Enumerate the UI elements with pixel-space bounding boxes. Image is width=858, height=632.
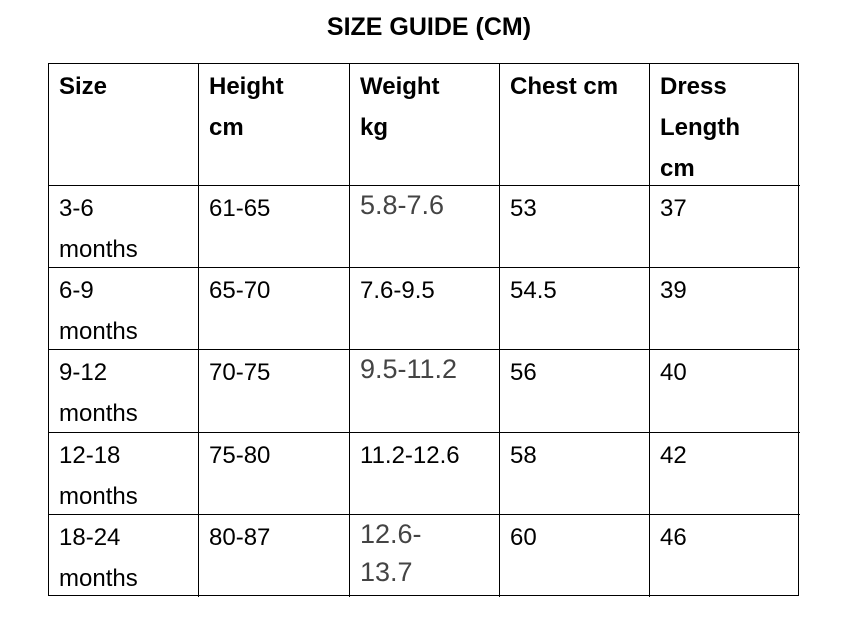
table-cell: 5.8-7.6 xyxy=(350,186,500,268)
table-cell: 7.6-9.5 xyxy=(350,268,500,350)
table-cell: 75-80 xyxy=(199,433,350,515)
header-cell: Weight kg xyxy=(350,64,500,186)
table-cell: 46 xyxy=(660,524,687,551)
table-cell: 39 xyxy=(650,268,800,350)
table-cell: 80-87 xyxy=(199,515,350,597)
table-cell: 42 xyxy=(650,433,800,515)
table-cell: 60 xyxy=(500,515,650,597)
table-cell: 37 xyxy=(650,186,800,268)
table-cell: 12.6- 13.7 xyxy=(350,515,500,597)
table-cell: 70-75 xyxy=(199,350,350,433)
title: SIZE GUIDE (CM) xyxy=(326,13,532,41)
table-cell: 40 xyxy=(650,350,800,433)
header-cell: Dress Length cm xyxy=(650,64,800,186)
table-cell: 11.2-12.6 xyxy=(350,433,500,515)
table-cell: 3-6 months xyxy=(49,186,199,268)
size-table: Size Height cm Weight kg Chest cm Dress Leng… xyxy=(48,63,800,597)
table-cell: 9.5-11.2 xyxy=(350,350,500,433)
table-cell: 54.5 xyxy=(500,268,650,350)
table-cell: 61-65 xyxy=(199,186,350,268)
header-cell: Chest cm xyxy=(500,64,650,186)
table-cell: 65-70 xyxy=(199,268,350,350)
header-cell: Height cm xyxy=(199,64,350,186)
table-cell: 6-9 months xyxy=(49,268,199,350)
table-cell: 9-12 months xyxy=(49,350,199,433)
table-cell: 56 xyxy=(500,350,650,433)
table-cell: 53 xyxy=(500,186,650,268)
table-cell: 12-18 months xyxy=(49,433,199,515)
header-cell: Size xyxy=(49,64,199,186)
table-cell: 58 xyxy=(500,433,650,515)
table-cell: 18-24 months xyxy=(49,515,199,597)
